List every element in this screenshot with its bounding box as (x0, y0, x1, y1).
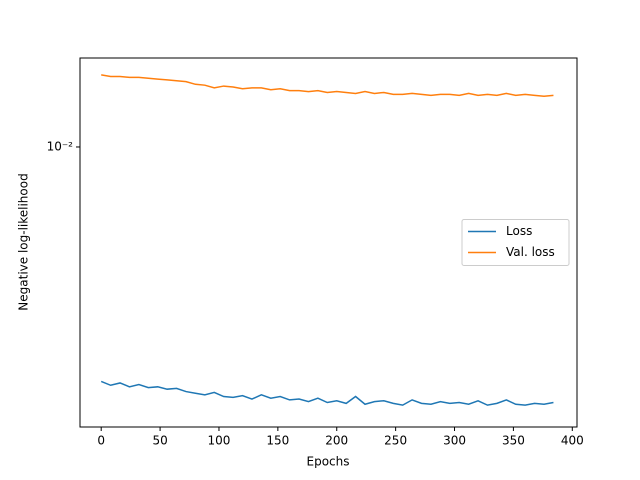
x-tick-label: 150 (266, 434, 289, 448)
x-tick-label: 400 (561, 434, 584, 448)
line-series (100, 380, 554, 406)
x-tick-label: 100 (208, 434, 231, 448)
x-tick-label: 50 (152, 434, 167, 448)
legend-label: Loss (506, 224, 532, 238)
x-tick-label: 350 (502, 434, 525, 448)
x-tick-label: 200 (325, 434, 348, 448)
x-tick-label: 300 (443, 434, 466, 448)
line-series (101, 74, 554, 98)
x-tick-label: 250 (384, 434, 407, 448)
x-axis-label: Epochs (307, 455, 350, 469)
x-tick-label: 0 (97, 434, 105, 448)
plot-frame (79, 57, 578, 428)
y-axis-label: Negative log-likelihood (17, 173, 31, 310)
legend-label: Val. loss (506, 245, 555, 259)
y-tick-label: 10⁻² (47, 139, 74, 153)
